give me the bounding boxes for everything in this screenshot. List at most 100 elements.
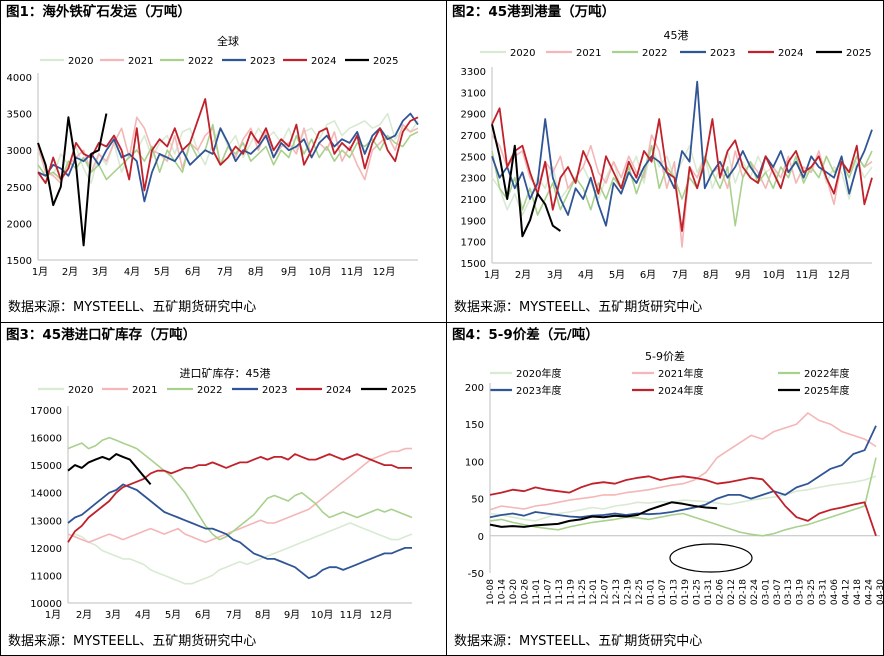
series-line-2021 bbox=[67, 447, 412, 544]
y-tick-label: 2100 bbox=[461, 195, 486, 206]
x-tick-label: 04-12 bbox=[842, 579, 852, 605]
legend-label-2020: 2020 bbox=[68, 385, 93, 396]
x-tick-label: 6月 bbox=[195, 609, 211, 621]
x-tick-label: 11-25 bbox=[578, 579, 588, 605]
series-line-2025 bbox=[491, 124, 561, 238]
legend-label-2023: 2023 bbox=[250, 56, 275, 67]
x-tick-label: 1月 bbox=[45, 609, 61, 621]
x-tick-label: 10-26 bbox=[520, 579, 530, 605]
legend-label-2024: 2024 bbox=[778, 48, 803, 59]
legend-label-2023: 2023 bbox=[262, 385, 287, 396]
series-line-2022 bbox=[67, 436, 413, 541]
legend-label-2020: 2020 bbox=[510, 48, 535, 59]
y-tick-label: 2900 bbox=[461, 110, 486, 121]
x-tick-label: 12-19 bbox=[624, 579, 634, 605]
x-tick-label: 4月 bbox=[124, 266, 140, 278]
x-tick-label: 2月 bbox=[62, 266, 78, 278]
y-tick-label: 200 bbox=[465, 383, 484, 394]
x-tick-label: 12-01 bbox=[589, 579, 599, 605]
x-tick-label: 12-07 bbox=[601, 579, 611, 605]
frame-left bbox=[0, 0, 1, 656]
x-tick-label: 04-06 bbox=[830, 579, 840, 605]
legend-label-2021年度: 2021年度 bbox=[658, 367, 703, 380]
y-tick-label: 1700 bbox=[461, 238, 486, 249]
y-tick-label: 1500 bbox=[7, 256, 32, 267]
x-tick-label: 01-19 bbox=[681, 579, 691, 605]
x-tick-label: 8月 bbox=[255, 609, 271, 621]
x-tick-label: 9月 bbox=[284, 609, 300, 621]
y-tick-label: 4000 bbox=[7, 73, 32, 84]
x-tick-label: 7月 bbox=[226, 609, 242, 621]
x-tick-label: 02-12 bbox=[727, 579, 737, 605]
series-line-2025 bbox=[37, 113, 108, 247]
x-tick-label: 04-30 bbox=[876, 579, 884, 605]
legend-label-2022: 2022 bbox=[642, 48, 667, 59]
x-tick-label: 03-31 bbox=[819, 579, 829, 605]
panel-3-source: 数据来源：MYSTEELL、五矿期货研究中心 bbox=[8, 634, 257, 649]
x-tick-label: 11-07 bbox=[543, 579, 553, 605]
x-tick-label: 01-07 bbox=[658, 579, 668, 605]
y-tick-label: 10000 bbox=[30, 599, 62, 610]
series-line-2025年度 bbox=[489, 501, 718, 528]
x-tick-label: 10月 bbox=[763, 269, 786, 281]
x-tick-label: 10-08 bbox=[486, 579, 496, 605]
x-tick-label: 8月 bbox=[703, 269, 719, 281]
series-line-2023 bbox=[37, 112, 419, 203]
y-tick-label: 2500 bbox=[7, 183, 32, 194]
legend-label-2022年度: 2022年度 bbox=[804, 367, 849, 380]
panel-1-source: 数据来源：MYSTEELL、五矿期货研究中心 bbox=[8, 300, 257, 315]
chart-2-title: 45港 bbox=[664, 29, 689, 42]
x-tick-label: 5月 bbox=[154, 266, 170, 278]
x-tick-label: 7月 bbox=[672, 269, 688, 281]
y-tick-label: 12000 bbox=[30, 544, 62, 555]
x-tick-label: 03-01 bbox=[761, 579, 771, 605]
x-tick-label: 10月 bbox=[309, 266, 332, 278]
y-tick-label: 50 bbox=[471, 495, 484, 506]
x-tick-label: 11月 bbox=[340, 609, 363, 621]
legend-label-2020年度: 2020年度 bbox=[516, 367, 561, 380]
x-tick-label: 11月 bbox=[341, 266, 364, 278]
x-tick-label: 11月 bbox=[796, 269, 819, 281]
x-tick-label: 01-01 bbox=[647, 579, 657, 605]
x-tick-label: 11-19 bbox=[566, 579, 576, 605]
x-tick-label: 03-25 bbox=[807, 579, 817, 605]
series-line-2023 bbox=[67, 483, 412, 580]
y-tick-label: 13000 bbox=[30, 516, 62, 527]
y-tick-label: -50 bbox=[468, 569, 484, 580]
x-tick-label: 10-20 bbox=[509, 579, 519, 605]
x-tick-label: 5月 bbox=[165, 609, 181, 621]
y-tick-label: 3100 bbox=[461, 88, 486, 99]
y-tick-label: 0 bbox=[478, 532, 484, 543]
series-line-2023年度 bbox=[489, 425, 877, 519]
y-tick-label: 17000 bbox=[30, 406, 62, 417]
y-tick-label: 3500 bbox=[7, 110, 32, 121]
frame-top bbox=[0, 0, 884, 1]
legend-label-2024: 2024 bbox=[311, 56, 336, 67]
y-tick-label: 1500 bbox=[461, 259, 486, 270]
x-tick-label: 03-07 bbox=[773, 579, 783, 605]
panel-2-title: 图2：45港到港量（万吨） bbox=[452, 4, 616, 20]
y-tick-label: 2300 bbox=[461, 174, 486, 185]
legend-label-2021: 2021 bbox=[132, 385, 157, 396]
x-tick-label: 02-18 bbox=[738, 579, 748, 605]
y-tick-label: 2700 bbox=[461, 131, 486, 142]
x-tick-label: 03-19 bbox=[796, 579, 806, 605]
chart-1-title: 全球 bbox=[217, 34, 239, 48]
panel-3-title: 图3：45港进口矿库存（万吨） bbox=[6, 327, 197, 343]
series-line-2025 bbox=[67, 453, 152, 486]
x-tick-label: 1月 bbox=[32, 266, 48, 278]
x-tick-label: 04-18 bbox=[853, 579, 863, 605]
legend-label-2025: 2025 bbox=[846, 48, 871, 59]
x-tick-label: 02-06 bbox=[715, 579, 725, 605]
y-tick-label: 1900 bbox=[461, 216, 486, 227]
x-tick-label: 03-13 bbox=[784, 579, 794, 605]
y-tick-label: 150 bbox=[465, 420, 484, 431]
y-tick-label: 3300 bbox=[461, 67, 486, 78]
series-line-2024 bbox=[37, 98, 419, 192]
y-tick-label: 3000 bbox=[7, 146, 32, 157]
x-tick-label: 12月 bbox=[370, 609, 393, 621]
series-line-2022 bbox=[491, 144, 873, 227]
x-tick-label: 4月 bbox=[135, 609, 151, 621]
y-tick-label: 16000 bbox=[30, 434, 62, 445]
series-line-2022 bbox=[37, 123, 419, 181]
